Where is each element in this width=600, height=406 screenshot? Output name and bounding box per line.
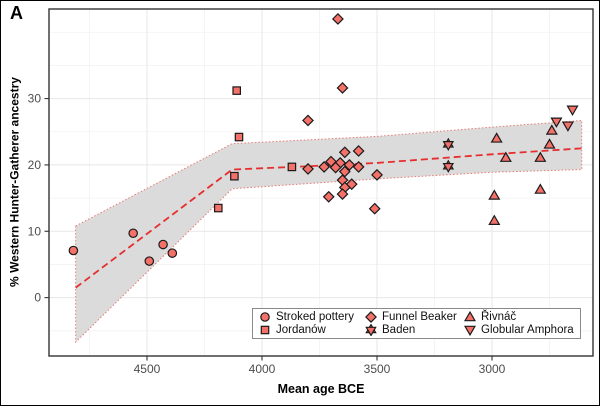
data-point: [235, 133, 242, 140]
circle-marker-icon: [259, 311, 271, 323]
data-point: [145, 257, 153, 265]
x-tick-label: 4000: [249, 362, 276, 376]
y-tick-label: 20: [28, 158, 42, 172]
legend-item-stroked-pottery: Stroked pottery: [259, 311, 365, 323]
legend-item-baden: Baden: [365, 324, 464, 336]
legend-label: Řivnáč: [481, 311, 516, 323]
figure-panel-a: 45004000350030000102030 A % Western Hunt…: [0, 0, 600, 406]
y-axis-title: % Western Hunter-Gatherer ancestry: [8, 9, 22, 356]
legend-item-jordanow: Jordanów: [259, 324, 365, 336]
data-point: [215, 204, 222, 211]
data-point: [168, 249, 176, 257]
y-tick-label: 0: [34, 291, 41, 305]
x-axis-title: Mean age BCE: [49, 382, 593, 396]
scatter-plot: 4500 4000 3500 3000 0 10 20 30: [1, 1, 600, 406]
legend-label: Funnel Beaker: [382, 311, 457, 323]
data-point: [159, 240, 167, 248]
triangle-down-marker: [465, 327, 475, 336]
square-marker: [261, 327, 268, 334]
legend-item-rivnac: Řivnáč: [464, 311, 574, 323]
data-point: [69, 246, 77, 254]
triangle-down-marker-icon: [464, 324, 476, 336]
circle-marker: [261, 313, 269, 321]
legend-label: Stroked pottery: [276, 311, 354, 323]
diamond-marker-icon: [365, 311, 377, 323]
x-tick-label: 3500: [364, 362, 391, 376]
y-tick-label: 10: [28, 224, 42, 238]
diamond-marker: [366, 312, 376, 322]
data-point: [129, 229, 137, 237]
triangle-up-marker-icon: [464, 311, 476, 323]
legend-box: Stroked pottery Jordanów Funnel Beaker B…: [252, 308, 581, 339]
y-tick-label: 30: [28, 92, 42, 106]
legend-label: Globular Amphora: [481, 324, 574, 336]
x-tick-label: 4500: [134, 362, 161, 376]
legend-item-funnel-beaker: Funnel Beaker: [365, 311, 464, 323]
legend-item-globular-amphora: Globular Amphora: [464, 324, 574, 336]
data-point: [288, 163, 295, 170]
triangle-up-marker: [465, 312, 475, 321]
square-marker-icon: [259, 324, 271, 336]
data-point: [233, 87, 240, 94]
data-point: [231, 172, 238, 179]
legend-label: Jordanów: [276, 324, 326, 336]
star-marker-icon: [365, 324, 377, 336]
legend-label: Baden: [382, 324, 415, 336]
x-tick-label: 3000: [479, 362, 506, 376]
